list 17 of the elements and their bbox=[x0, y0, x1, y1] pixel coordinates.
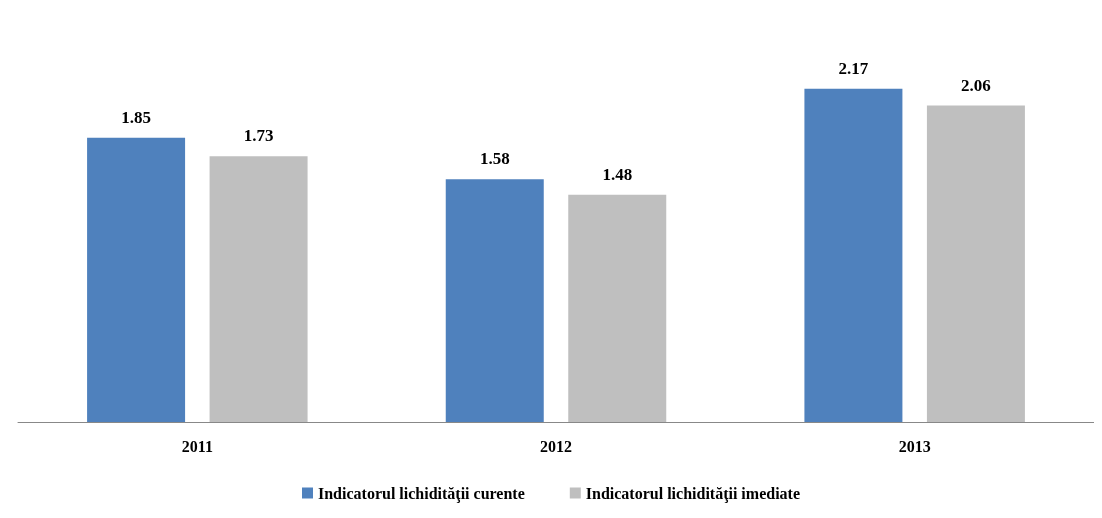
legend-label: Indicatorul lichidităţii curente bbox=[317, 484, 525, 503]
data-label: 1.85 bbox=[121, 107, 151, 127]
data-label: 2.06 bbox=[961, 75, 991, 95]
bar bbox=[445, 179, 544, 422]
data-label: 1.73 bbox=[243, 126, 274, 146]
bar bbox=[568, 194, 667, 422]
data-label: 2.17 bbox=[838, 58, 869, 78]
x-tick-label: 2011 bbox=[181, 437, 213, 455]
bar bbox=[87, 137, 186, 422]
bar bbox=[804, 88, 903, 422]
data-label: 1.48 bbox=[602, 164, 633, 184]
data-label: 1.58 bbox=[479, 149, 510, 169]
bar bbox=[209, 156, 308, 422]
x-tick-label: 2012 bbox=[540, 437, 572, 455]
x-tick-label: 2013 bbox=[898, 437, 931, 455]
legend-label: Indicatorul lichidităţii imediate bbox=[585, 484, 801, 503]
bar bbox=[926, 105, 1025, 422]
